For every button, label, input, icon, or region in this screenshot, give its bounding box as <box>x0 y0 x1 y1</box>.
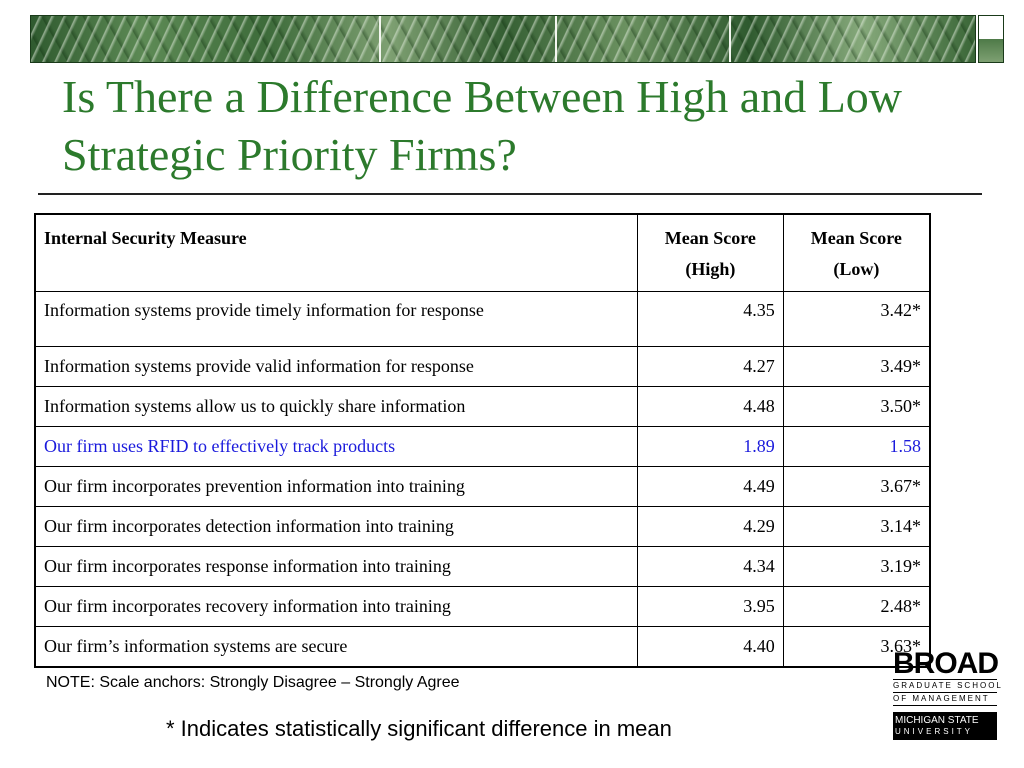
significance-footnote: * Indicates statistically significant di… <box>166 716 672 741</box>
row-mean-low: 3.49* <box>782 346 931 387</box>
logo-broad-wordmark: BROAD <box>893 647 999 680</box>
table-row: Our firm incorporates detection informat… <box>34 506 931 547</box>
row-mean-high: 1.89 <box>636 426 784 467</box>
header-mean-low-line1: Mean Score <box>810 228 902 248</box>
row-measure: Our firm incorporates recovery informati… <box>34 586 638 627</box>
table-row: Information systems provide valid inform… <box>34 346 931 387</box>
row-measure: Information systems provide timely infor… <box>34 291 638 347</box>
scale-note: NOTE: Scale anchors: Strongly Disagree –… <box>46 674 460 691</box>
header-mean-low-line2: (Low) <box>833 259 880 279</box>
logo-graduate-school: GRADUATE SCHOOL <box>893 681 1003 690</box>
header-mean-high-line1: Mean Score <box>664 228 756 248</box>
row-measure: Our firm uses RFID to effectively track … <box>34 426 638 467</box>
row-mean-low: 3.14* <box>782 506 931 547</box>
logo-rule <box>893 705 997 706</box>
banner-divider <box>555 16 557 62</box>
row-mean-low: 1.58 <box>782 426 931 467</box>
logo-msu-block: MICHIGAN STATE UNIVERSITY <box>893 712 997 740</box>
logo-michigan-state: MICHIGAN STATE <box>895 715 979 726</box>
row-mean-high: 4.35 <box>636 291 784 347</box>
table-row: Our firm’s information systems are secur… <box>34 626 931 668</box>
row-mean-high: 4.48 <box>636 386 784 427</box>
row-mean-high: 4.49 <box>636 466 784 507</box>
logo-rule <box>893 679 997 680</box>
row-measure: Our firm’s information systems are secur… <box>34 626 638 668</box>
table-row: Information systems allow us to quickly … <box>34 386 931 427</box>
row-mean-low: 3.50* <box>782 386 931 427</box>
logo-rule <box>893 692 997 693</box>
row-mean-high: 4.29 <box>636 506 784 547</box>
table-row: Our firm incorporates prevention informa… <box>34 466 931 507</box>
banner-end-tab <box>978 15 1004 63</box>
logo-university: UNIVERSITY <box>895 727 974 736</box>
logo-of-management: OF MANAGEMENT <box>893 694 990 703</box>
row-measure: Information systems allow us to quickly … <box>34 386 638 427</box>
row-mean-low: 3.19* <box>782 546 931 587</box>
header-measure: Internal Security Measure <box>34 213 638 292</box>
row-mean-high: 4.40 <box>636 626 784 668</box>
banner-divider <box>379 16 381 62</box>
row-mean-high: 4.34 <box>636 546 784 587</box>
table-row: Our firm incorporates recovery informati… <box>34 586 931 627</box>
row-mean-high: 3.95 <box>636 586 784 627</box>
header-mean-low: Mean Score (Low) <box>782 213 931 292</box>
row-mean-high: 4.27 <box>636 346 784 387</box>
table-row: Information systems provide timely infor… <box>34 291 931 347</box>
row-measure: Our firm incorporates prevention informa… <box>34 466 638 507</box>
row-measure: Information systems provide valid inform… <box>34 346 638 387</box>
row-measure: Our firm incorporates detection informat… <box>34 506 638 547</box>
table-row-highlighted: Our firm uses RFID to effectively track … <box>34 426 931 467</box>
banner-divider <box>729 16 731 62</box>
row-mean-low: 3.42* <box>782 291 931 347</box>
table-header-row: Internal Security Measure Mean Score (Hi… <box>34 213 931 292</box>
row-measure: Our firm incorporates response informati… <box>34 546 638 587</box>
table-row: Our firm incorporates response informati… <box>34 546 931 587</box>
header-mean-high: Mean Score (High) <box>636 213 784 292</box>
row-mean-low: 2.48* <box>782 586 931 627</box>
security-measures-table: Internal Security Measure Mean Score (Hi… <box>34 213 931 668</box>
header-mean-high-line2: (High) <box>685 259 736 279</box>
row-mean-low: 3.63* <box>782 626 931 668</box>
broad-msu-logo: BROAD GRADUATE SCHOOL OF MANAGEMENT MICH… <box>893 647 1003 740</box>
slide-title: Is There a Difference Between High and L… <box>62 71 903 180</box>
title-divider <box>38 193 982 195</box>
row-mean-low: 3.67* <box>782 466 931 507</box>
marble-banner <box>30 15 976 63</box>
